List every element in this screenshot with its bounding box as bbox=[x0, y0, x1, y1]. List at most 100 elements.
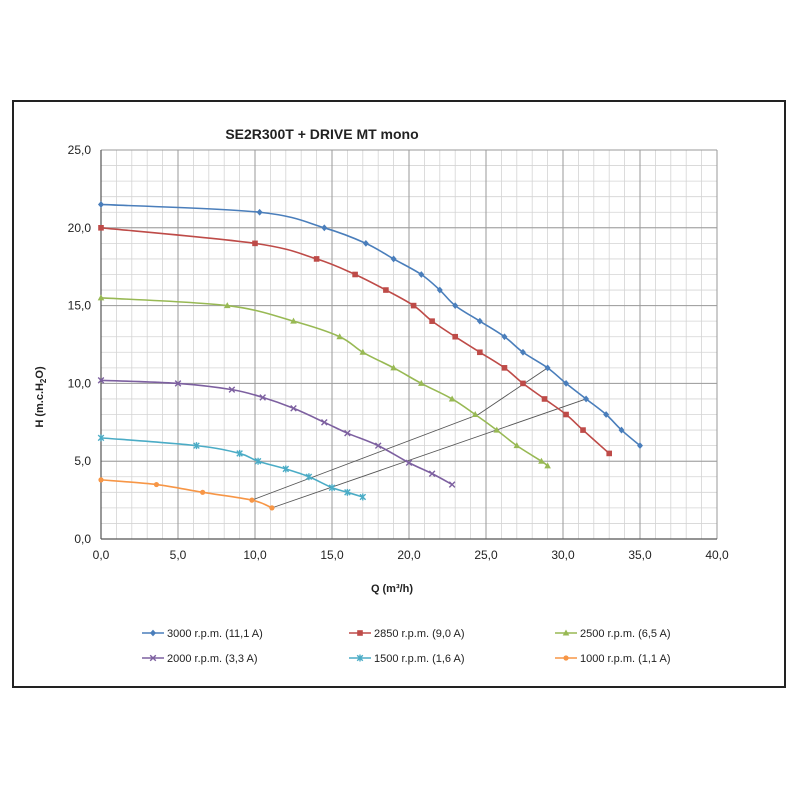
x-axis-title: Q (m³/h) bbox=[371, 583, 413, 595]
y-tick-label: 25,0 bbox=[68, 143, 92, 157]
y-tick-label: 0,0 bbox=[74, 532, 91, 546]
data-point-marker bbox=[429, 318, 435, 324]
data-point-marker bbox=[493, 426, 501, 433]
x-axis-title-main: Q bbox=[371, 583, 380, 595]
x-tick-label: 30,0 bbox=[551, 548, 575, 562]
y-tick-label: 10,0 bbox=[68, 376, 92, 390]
data-point-marker bbox=[97, 434, 105, 442]
series-1 bbox=[98, 225, 612, 457]
data-point-marker bbox=[541, 396, 548, 402]
data-point-marker bbox=[428, 470, 436, 477]
data-point-marker bbox=[98, 201, 104, 208]
data-point-marker bbox=[344, 488, 351, 496]
data-point-marker bbox=[150, 629, 156, 637]
guide-lines bbox=[251, 367, 587, 509]
y-tick-label: 20,0 bbox=[68, 221, 92, 235]
series-line bbox=[100, 437, 364, 498]
data-point-marker bbox=[606, 450, 612, 457]
data-point-marker bbox=[223, 302, 231, 309]
data-point-marker bbox=[321, 419, 328, 426]
guide-line bbox=[251, 367, 548, 501]
data-point-marker bbox=[563, 655, 569, 661]
series-line bbox=[100, 479, 273, 509]
x-tick-label: 20,0 bbox=[397, 548, 421, 562]
x-tick-label: 35,0 bbox=[628, 548, 652, 562]
data-point-marker bbox=[476, 317, 483, 325]
data-point-marker bbox=[249, 497, 255, 503]
data-point-marker bbox=[97, 376, 105, 384]
data-point-marker bbox=[149, 654, 157, 662]
legend-item: 1500 r.p.m. (1,6 A) bbox=[349, 653, 465, 665]
y-axis-title: H (m.c.H2O) bbox=[34, 366, 48, 428]
data-point-marker bbox=[383, 287, 389, 293]
data-point-marker bbox=[519, 348, 526, 356]
data-point-marker bbox=[618, 426, 625, 434]
legend-label: 1000 r.p.m. (1,1 A) bbox=[580, 653, 671, 665]
legend-label: 2500 r.p.m. (6,5 A) bbox=[580, 628, 671, 640]
data-point-marker bbox=[513, 442, 521, 449]
legend-label: 2000 r.p.m. (3,3 A) bbox=[167, 653, 258, 665]
data-point-marker bbox=[269, 505, 275, 511]
series-0 bbox=[98, 201, 643, 450]
legend-item: 2500 r.p.m. (6,5 A) bbox=[555, 628, 671, 640]
legend-item: 1000 r.p.m. (1,1 A) bbox=[555, 653, 671, 665]
data-point-marker bbox=[637, 442, 643, 450]
data-point-marker bbox=[290, 317, 297, 324]
data-point-marker bbox=[305, 473, 313, 481]
data-point-marker bbox=[471, 411, 479, 418]
legend-item: 2000 r.p.m. (3,3 A) bbox=[142, 653, 258, 665]
data-point-marker bbox=[390, 255, 397, 263]
x-tick-label: 25,0 bbox=[474, 548, 498, 562]
data-point-marker bbox=[538, 457, 545, 464]
grid bbox=[100, 149, 718, 540]
data-point-marker bbox=[452, 333, 458, 340]
legend-label: 1500 r.p.m. (1,6 A) bbox=[374, 653, 465, 665]
data-point-marker bbox=[359, 493, 367, 501]
data-point-marker bbox=[98, 477, 104, 483]
chart-title: SE2R300T + DRIVE MT mono bbox=[225, 126, 418, 142]
legend-label: 3000 r.p.m. (11,1 A) bbox=[167, 628, 263, 640]
y-axis-title-unit-prefix: (m.c.H bbox=[34, 383, 46, 417]
data-point-marker bbox=[418, 379, 425, 386]
data-point-marker bbox=[328, 484, 336, 492]
data-point-marker bbox=[452, 302, 459, 309]
data-point-marker bbox=[603, 411, 610, 418]
y-tick-label: 5,0 bbox=[74, 454, 91, 468]
data-point-marker bbox=[200, 489, 206, 495]
data-point-marker bbox=[282, 465, 290, 473]
series-3 bbox=[97, 376, 456, 488]
data-point-marker bbox=[405, 459, 413, 467]
data-point-marker bbox=[362, 239, 369, 247]
data-point-marker bbox=[436, 286, 443, 294]
data-point-marker bbox=[153, 481, 160, 488]
data-point-marker bbox=[356, 654, 364, 662]
data-point-marker bbox=[390, 364, 397, 371]
pump-curve-chart: 0,0 5,0 10,0 15,0 20,0 25,0 30,0 35,0 40,0 0,0 5,0… bbox=[34, 126, 729, 665]
data-point-marker bbox=[544, 364, 551, 372]
series-line bbox=[100, 203, 641, 447]
series-2 bbox=[97, 294, 551, 469]
series-line bbox=[100, 379, 453, 486]
legend-item: 2850 r.p.m. (9,0 A) bbox=[349, 628, 465, 640]
data-point-marker bbox=[563, 380, 570, 387]
data-point-marker bbox=[580, 427, 586, 433]
data-point-marker bbox=[290, 405, 297, 412]
data-point-marker bbox=[252, 240, 258, 247]
data-point-marker bbox=[357, 630, 363, 636]
data-point-marker bbox=[236, 449, 243, 457]
data-point-marker bbox=[352, 271, 358, 278]
data-point-marker bbox=[501, 333, 508, 341]
y-tick-label: 15,0 bbox=[68, 299, 92, 313]
series-5 bbox=[98, 477, 275, 511]
axes: 0,0 5,0 10,0 15,0 20,0 25,0 30,0 35,0 40,0 0,0 5,0… bbox=[68, 143, 729, 562]
series-line bbox=[100, 227, 610, 455]
y-axis-title-subscript: 2 bbox=[39, 378, 48, 383]
data-point-marker bbox=[562, 629, 570, 636]
x-axis-title-unit: (m³/h) bbox=[383, 583, 414, 595]
data-point-marker bbox=[254, 457, 262, 465]
x-tick-label: 10,0 bbox=[243, 548, 267, 562]
legend-item: 3000 r.p.m. (11,1 A) bbox=[142, 628, 263, 640]
data-point-marker bbox=[501, 365, 508, 371]
data-point-marker bbox=[583, 395, 590, 403]
data-point-marker bbox=[448, 395, 456, 402]
